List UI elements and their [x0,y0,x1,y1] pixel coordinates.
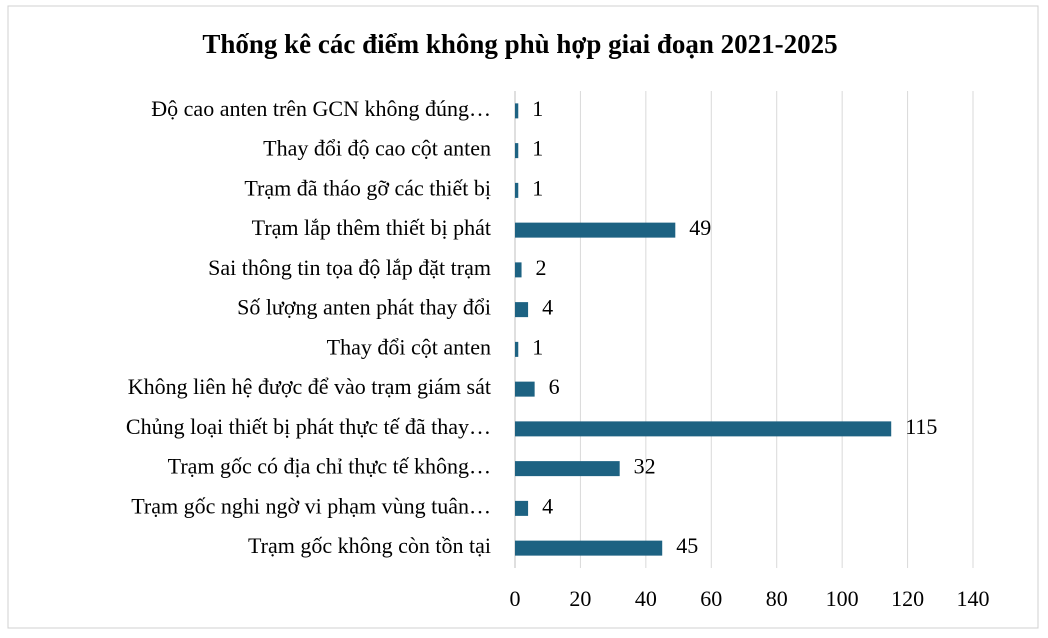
bar [515,341,519,357]
bar [515,500,529,516]
y-tick-label: Thay đổi độ cao cột anten [263,136,491,161]
data-label: 1 [532,96,543,121]
chart-title: Thống kê các điểm không phù hợp giai đoạ… [202,29,837,59]
x-tick-label: 0 [510,586,521,611]
bar [515,381,535,397]
data-label: 45 [676,533,698,558]
data-label: 49 [689,215,711,240]
bar [515,421,892,437]
bar [515,103,519,119]
bar [515,262,522,278]
data-label: 6 [549,374,560,399]
data-label: 1 [532,136,543,161]
bar [515,222,676,238]
bar [515,461,620,477]
data-label: 1 [532,334,543,359]
data-label: 2 [536,255,547,280]
y-tick-label: Trạm gốc không còn tồn tại [248,533,491,558]
y-tick-label: Sai thông tin tọa độ lắp đặt trạm [208,255,491,280]
y-tick-label: Số lượng anten phát thay đổi [237,295,491,320]
bar [515,540,663,556]
y-tick-label: Trạm gốc nghi ngờ vi phạm vùng tuân… [131,493,491,518]
y-tick-label: Trạm lắp thêm thiết bị phát [252,215,491,240]
x-tick-label: 40 [635,586,657,611]
x-tick-label: 120 [891,586,924,611]
y-tick-label: Trạm đã tháo gỡ các thiết bị [244,175,491,200]
y-tick-label: Thay đổi cột anten [327,334,491,359]
y-tick-label: Trạm gốc có địa chỉ thực tế không… [168,454,491,479]
data-label: 4 [542,493,553,518]
x-tick-label: 100 [826,586,859,611]
data-label: 32 [634,454,656,479]
x-tick-label: 60 [700,586,722,611]
y-tick-label: Chủng loại thiết bị phát thực tế đã thay… [126,414,491,439]
bar [515,182,519,198]
y-tick-label: Không liên hệ được để vào trạm giám sát [128,374,491,399]
bar [515,143,519,159]
data-label: 115 [905,414,937,439]
x-tick-label: 140 [957,586,990,611]
x-tick-label: 20 [569,586,591,611]
data-label: 1 [532,175,543,200]
x-tick-label: 80 [766,586,788,611]
data-label: 4 [542,295,553,320]
bar [515,302,529,318]
y-tick-label: Độ cao anten trên GCN không đúng… [151,96,491,121]
